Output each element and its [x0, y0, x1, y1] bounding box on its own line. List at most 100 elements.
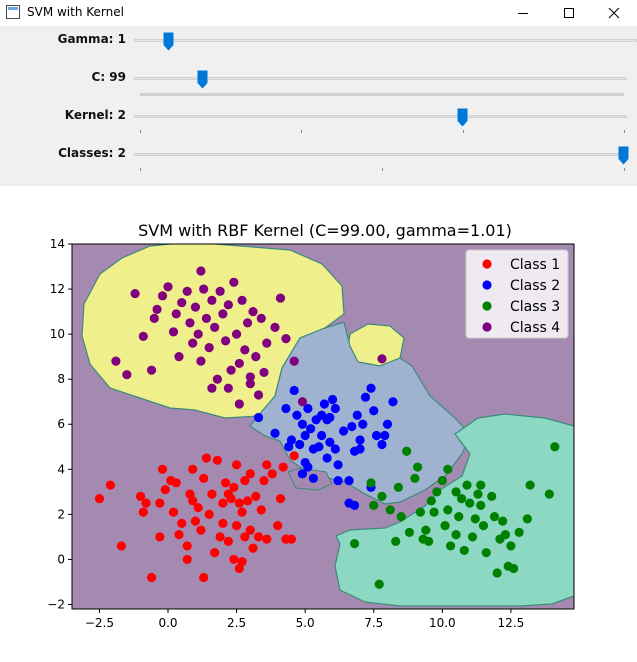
point-class-3 — [445, 541, 456, 551]
point-class-3 — [404, 527, 415, 537]
point-class-4 — [188, 338, 198, 348]
point-class-1 — [215, 532, 225, 542]
point-class-4 — [207, 383, 217, 393]
y-tick-label: 4 — [57, 462, 65, 476]
point-class-3 — [465, 498, 475, 508]
y-tick-label: −2 — [47, 597, 65, 611]
point-class-3 — [443, 464, 453, 474]
point-class-4 — [242, 318, 253, 328]
point-class-1 — [201, 453, 212, 463]
gamma-slider-thumb[interactable] — [163, 32, 174, 51]
point-class-3 — [369, 500, 379, 510]
point-class-3 — [374, 579, 384, 589]
point-class-4 — [377, 354, 387, 364]
point-class-3 — [473, 489, 483, 499]
minimize-button[interactable] — [500, 0, 546, 26]
point-class-3 — [525, 480, 535, 490]
point-class-3 — [454, 512, 464, 522]
minimize-icon — [518, 13, 528, 14]
point-class-3 — [462, 480, 472, 490]
point-class-2 — [382, 419, 393, 429]
point-class-2 — [297, 419, 308, 429]
point-class-2 — [270, 428, 280, 438]
point-class-2 — [360, 392, 371, 402]
point-class-2 — [306, 424, 316, 434]
point-class-3 — [418, 534, 428, 544]
y-tick-label: 0 — [57, 552, 65, 566]
point-class-4 — [204, 343, 214, 353]
point-class-3 — [498, 516, 508, 526]
point-class-4 — [251, 352, 261, 362]
point-class-4 — [152, 304, 162, 314]
close-button[interactable] — [591, 0, 637, 26]
title-bar: SVM with Kernel — [0, 0, 637, 26]
point-class-3 — [391, 536, 401, 547]
point-class-1 — [199, 473, 209, 483]
classes-slider-track[interactable] — [134, 153, 627, 156]
point-class-2 — [286, 435, 297, 445]
x-tick-label: 12.5 — [498, 616, 525, 630]
point-class-4 — [207, 295, 217, 305]
point-class-1 — [251, 491, 261, 501]
classes-slider-thumb[interactable] — [618, 146, 629, 165]
point-class-1 — [231, 460, 242, 470]
point-class-3 — [385, 505, 395, 515]
point-class-4 — [196, 356, 206, 366]
point-class-1 — [245, 469, 255, 479]
point-class-3 — [470, 514, 480, 524]
maximize-button[interactable] — [546, 0, 592, 26]
point-class-1 — [135, 491, 146, 501]
point-class-3 — [481, 548, 491, 558]
point-class-2 — [333, 460, 343, 470]
point-class-2 — [328, 394, 338, 405]
point-class-1 — [221, 478, 231, 488]
window-title: SVM with Kernel — [27, 5, 124, 19]
point-class-1 — [218, 518, 228, 528]
legend: Class 1 Class 2 Class 3 Class 4 — [465, 249, 569, 339]
point-class-4 — [231, 329, 242, 339]
window-app-icon — [6, 5, 20, 19]
point-class-2 — [322, 453, 332, 463]
point-class-4 — [122, 370, 132, 380]
legend-label: Class 2 — [510, 278, 560, 294]
point-class-1 — [188, 496, 198, 506]
point-class-4 — [130, 288, 140, 299]
point-class-4 — [171, 309, 181, 319]
y-tick-label: 8 — [57, 372, 65, 386]
point-class-1 — [286, 534, 297, 544]
point-class-1 — [237, 507, 247, 517]
point-class-4 — [174, 352, 184, 362]
point-class-1 — [226, 493, 236, 504]
legend-marker — [482, 322, 492, 332]
slider-panel: Gamma: 1 C: 99 Kernel: 2 Classes: 2 — [0, 26, 637, 186]
point-class-4 — [190, 302, 201, 312]
point-class-1 — [212, 455, 222, 465]
y-tick-label: 10 — [50, 327, 65, 341]
point-class-4 — [259, 367, 269, 378]
point-class-3 — [451, 530, 461, 540]
point-class-4 — [275, 293, 286, 303]
kernel-slider-thumb[interactable] — [457, 108, 468, 127]
gamma-slider-track[interactable] — [134, 39, 637, 42]
c-slider-thumb[interactable] — [197, 70, 208, 89]
point-class-1 — [171, 478, 181, 488]
point-class-1 — [188, 464, 198, 474]
point-class-1 — [204, 509, 214, 519]
kernel-slider-track[interactable] — [134, 115, 627, 118]
point-class-3 — [456, 493, 467, 504]
x-tick-label: 2.5 — [227, 616, 246, 630]
point-class-1 — [196, 525, 206, 535]
legend-marker — [482, 301, 492, 311]
point-class-1 — [168, 507, 179, 517]
point-class-4 — [270, 322, 280, 332]
point-class-3 — [437, 475, 447, 486]
legend-marker — [482, 259, 492, 269]
point-class-4 — [289, 356, 299, 366]
point-class-3 — [426, 496, 436, 506]
point-class-2 — [325, 437, 335, 447]
point-class-1 — [259, 475, 269, 486]
point-class-3 — [550, 442, 560, 452]
c-slider-track[interactable] — [134, 77, 627, 80]
point-class-4 — [281, 334, 291, 344]
point-class-2 — [366, 383, 376, 393]
